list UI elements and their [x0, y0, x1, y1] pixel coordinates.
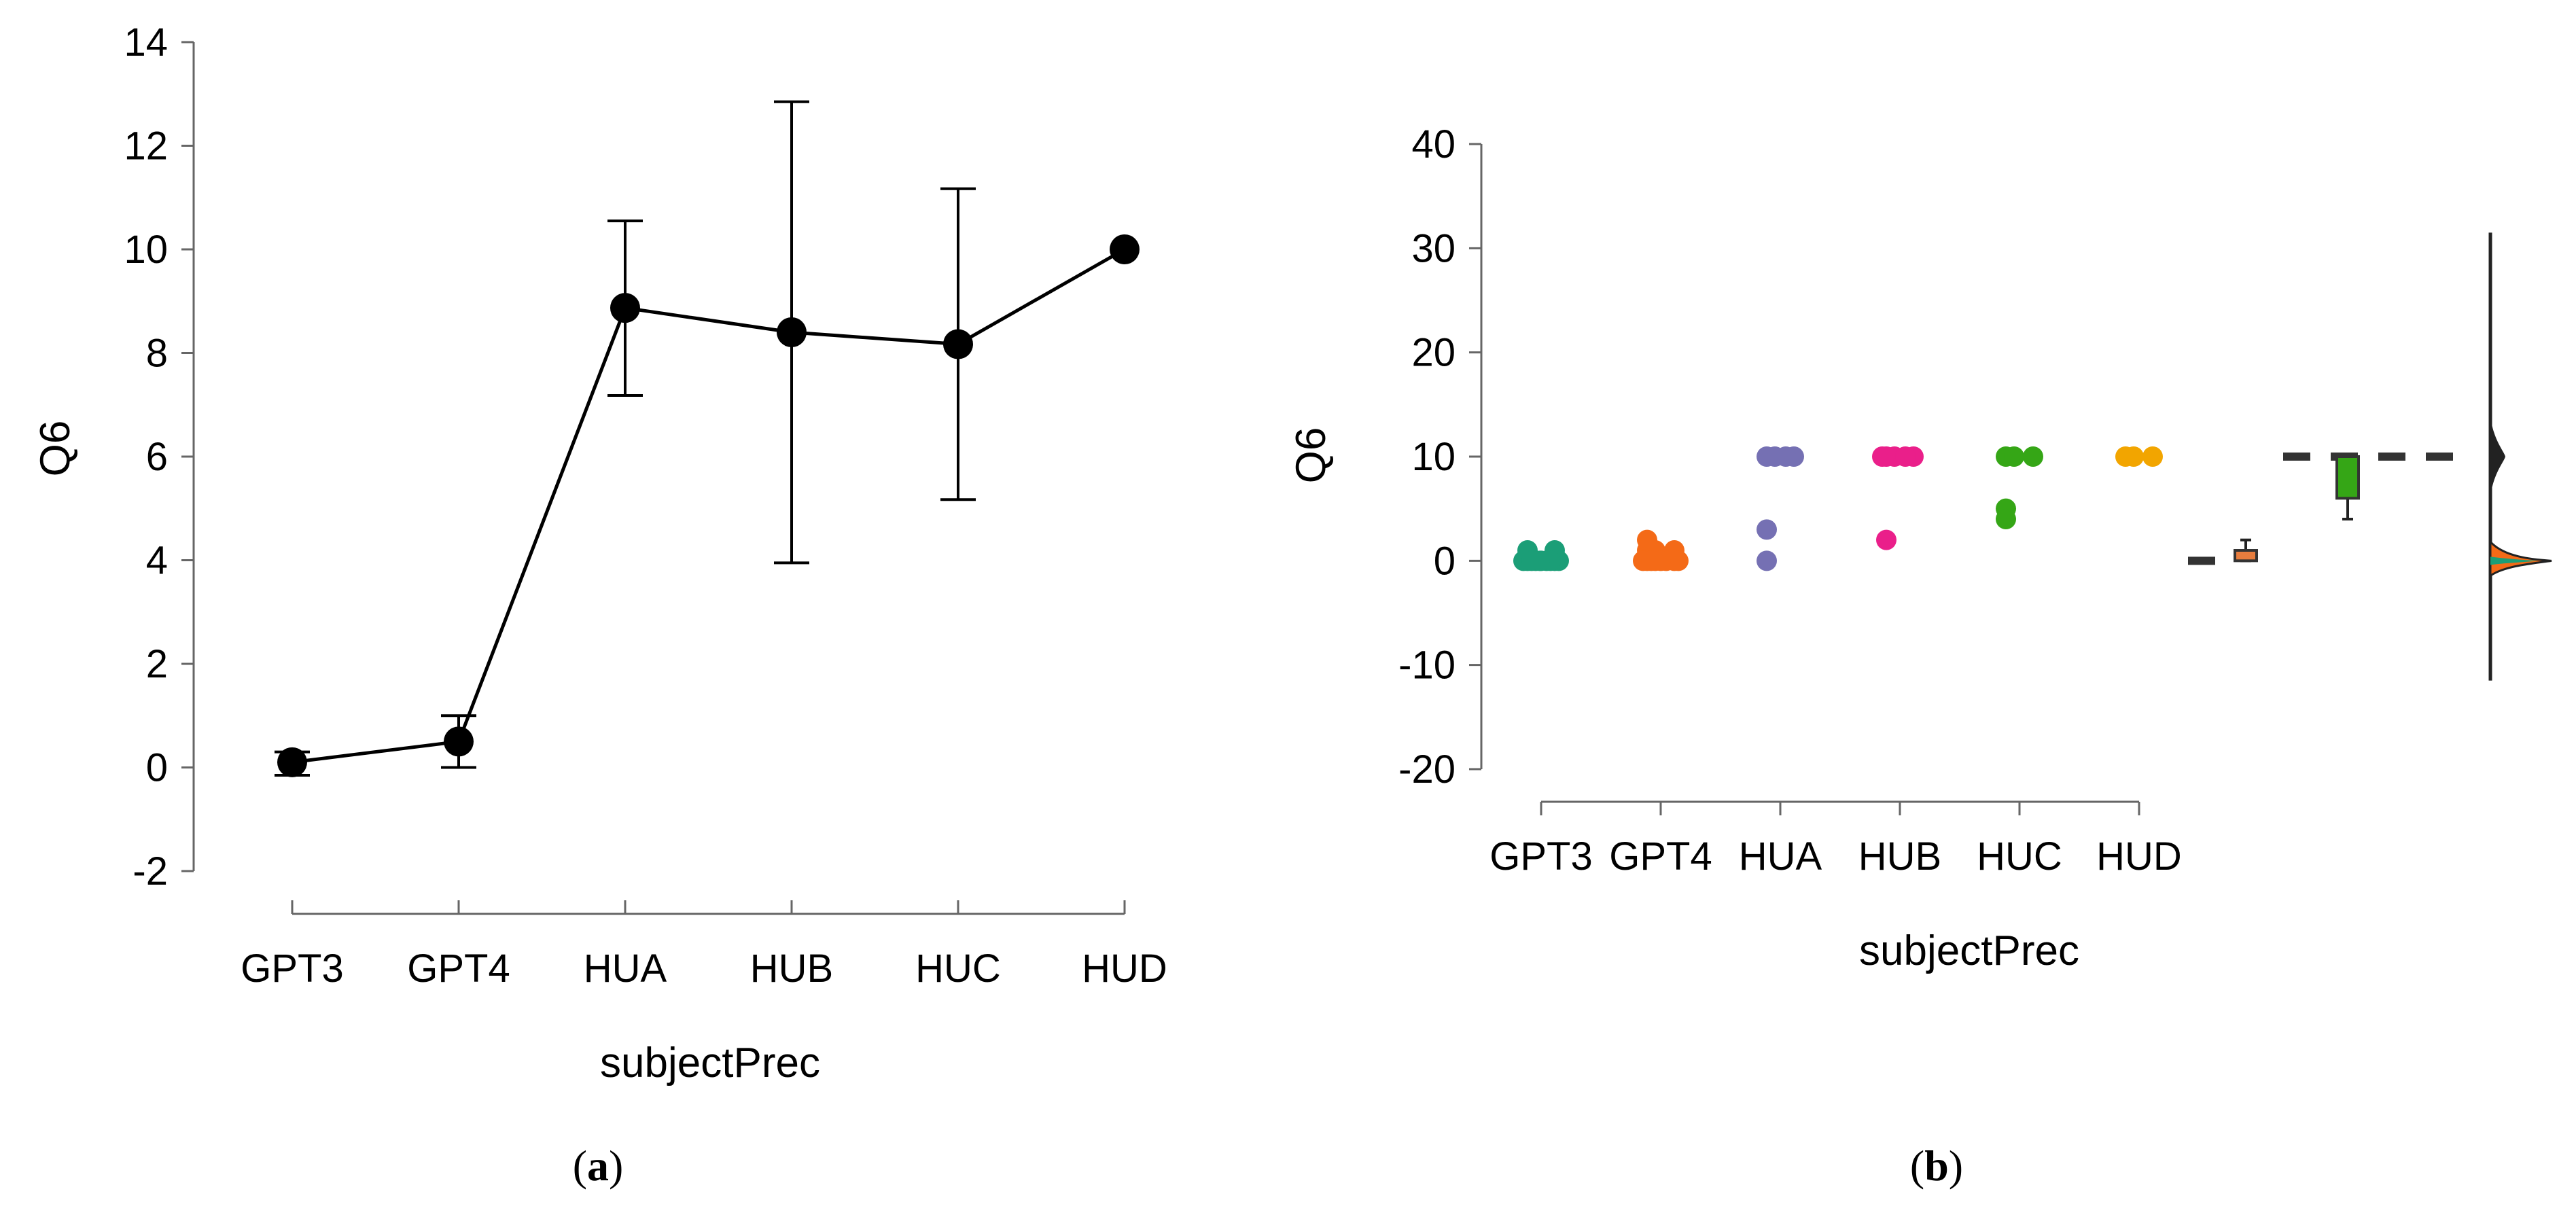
- panel-b-series-gpt3: [1513, 540, 1569, 571]
- panel-b-y-tick-label: -20: [1398, 747, 1455, 792]
- panel-a-y-tick-label: 10: [124, 228, 168, 272]
- panel-b-y-tick-label: 0: [1434, 539, 1455, 583]
- panel-a-y-tick-label: 6: [146, 435, 168, 479]
- panel-b-x-tick-label: HUD: [2096, 834, 2182, 879]
- panel-a-point: [943, 329, 973, 359]
- panel-a-point: [1110, 234, 1140, 264]
- panel-b-x-tick-label: GPT3: [1489, 834, 1593, 879]
- panel-b-x-tick-label: GPT4: [1609, 834, 1712, 879]
- panel-b-y-axis-title: Q6: [1288, 427, 1335, 484]
- panel-a-point: [777, 317, 807, 347]
- panel-b-density-peak-10: [2490, 416, 2505, 497]
- panel-b-summary-marks: [2188, 232, 2552, 681]
- panel-a-point: [277, 747, 307, 777]
- panel-a-y-tick-label: 14: [124, 20, 168, 65]
- panel-b-series-hud: [2115, 446, 2163, 467]
- panel-a-error-bars: [275, 100, 976, 777]
- panel-a-y-axis-title: Q6: [32, 421, 79, 477]
- panel-b-density-inner: [2490, 556, 2538, 565]
- panel-b-y-tick-label: 20: [1411, 331, 1455, 375]
- panel-b-point: [1776, 446, 1796, 467]
- panel-b-point: [1876, 529, 1896, 550]
- panel-b-point: [1668, 550, 1689, 571]
- panel-b-boxplot: [2335, 455, 2360, 520]
- panel-a-y-tick-label: -2: [133, 849, 168, 893]
- panel-b-point: [1530, 550, 1550, 571]
- panel-b-caption: (b): [1910, 1142, 1963, 1190]
- panel-a-x-axis-title: subjectPrec: [600, 1040, 820, 1086]
- panel-b-x-tick-label: HUC: [1977, 834, 2062, 879]
- panel-a-line-chart: -2 0 2 4 6 8 10 12 14 GPT3 GPT4 HUA HUB HUC HUD subjec…: [32, 20, 1167, 1190]
- panel-b-boxplot: [2234, 538, 2258, 563]
- panel-a-x-tick-label: HUC: [915, 946, 1001, 991]
- panel-b-x-axis-title: subjectPrec: [1859, 927, 2079, 974]
- panel-b-y-tick-label: 30: [1411, 226, 1455, 270]
- panel-a-x-tick-label: GPT4: [407, 946, 510, 991]
- panel-b-x-tick-label: HUB: [1858, 834, 1941, 879]
- panel-a-x-tick-label: HUB: [750, 946, 833, 991]
- panel-a-point: [610, 293, 640, 323]
- panel-a-y-tick-label: 4: [146, 539, 168, 583]
- panel-b-density: [2488, 232, 2552, 681]
- panel-b-points: [1513, 446, 2163, 571]
- panel-a-y-tick-label: 2: [146, 642, 168, 686]
- panel-b-point: [2142, 446, 2163, 467]
- panel-b-point: [1872, 446, 1892, 467]
- panel-b-axes: -20 -10 0 10 20 30 40 GPT3 GPT4 HUA HUB HUC HUD: [1398, 122, 2182, 879]
- panel-b-point: [1757, 550, 1777, 571]
- panel-b-y-tick-label: 40: [1411, 122, 1455, 166]
- panel-b-boxplot-box: [2234, 549, 2258, 563]
- panel-a-caption: (a): [573, 1142, 624, 1190]
- panel-b-y-tick-label: -10: [1398, 643, 1455, 688]
- panel-b-point: [2123, 446, 2144, 467]
- panel-b-y-tick-label: 10: [1411, 435, 1455, 479]
- panel-a-x-tick-label: GPT3: [241, 946, 344, 991]
- panel-a-axes: -2 0 2 4 6 8 10 12 14 GPT3 GPT4 HUA HUB HUC HUD: [124, 20, 1167, 991]
- panel-a-points: [277, 234, 1140, 777]
- panel-a-y-tick-label: 8: [146, 332, 168, 376]
- panel-a-point: [444, 726, 474, 757]
- panel-b-point: [1996, 509, 2016, 529]
- panel-b-point: [2004, 446, 2024, 467]
- panel-a-x-tick-label: HUD: [1082, 946, 1167, 991]
- panel-b-point: [1641, 550, 1661, 571]
- panel-b-series-huc: [1996, 446, 2043, 529]
- panel-a-y-tick-label: 0: [146, 746, 168, 790]
- panel-b-density-peak-0: [2489, 539, 2552, 578]
- panel-b-series-gpt4: [1633, 529, 1689, 571]
- panel-b-series-hub: [1872, 446, 1924, 550]
- panel-a-x-tick-label: HUA: [584, 946, 667, 991]
- panel-b-point: [1895, 446, 1916, 467]
- panel-b-point: [2023, 446, 2043, 467]
- panel-b-raincloud-chart: -20 -10 0 10 20 30 40 GPT3 GPT4 HUA HUB HUC HUD subj…: [1288, 122, 2552, 1190]
- panel-b-boxplot-box: [2335, 455, 2360, 500]
- panel-b-x-tick-label: HUA: [1739, 834, 1822, 879]
- panel-b-point: [1757, 519, 1777, 540]
- panel-b-series-hua: [1757, 446, 1804, 571]
- panel-a-series-line: [292, 247, 1126, 764]
- panel-a-y-tick-label: 12: [124, 124, 168, 169]
